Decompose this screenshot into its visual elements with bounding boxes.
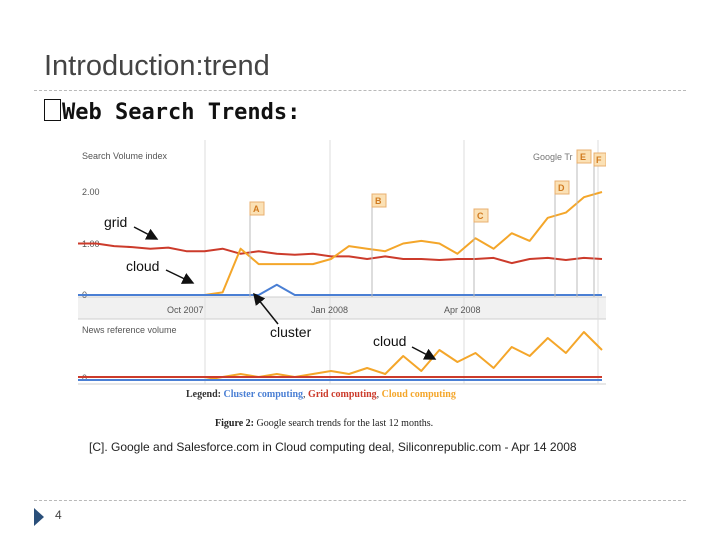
footer-divider [34, 500, 686, 501]
series-layer [78, 191, 603, 381]
figure-caption: Figure 2: Google search trends for the l… [215, 418, 433, 429]
marker-b: B [371, 193, 387, 297]
legend-cluster: Cluster computing [224, 389, 304, 400]
figure-caption-text: Google search trends for the last 12 mon… [254, 418, 433, 429]
slide-title: Introduction:trend [44, 50, 270, 82]
legend-sep-2: , [377, 389, 382, 400]
marker-a-label: A [253, 204, 260, 214]
marker-a: A [249, 201, 265, 297]
citation-text: [C]. Google and Salesforce.com in Cloud … [89, 440, 577, 454]
marker-d: D [554, 180, 570, 297]
title-divider [34, 90, 686, 91]
figure-caption-label: Figure 2: [215, 418, 254, 429]
marker-e-box [576, 149, 592, 164]
x-tick-oct-2007: Oct 2007 [167, 305, 204, 315]
y-tick-label-2: 2.00 [82, 187, 100, 197]
marker-e-label: E [580, 152, 586, 162]
legend-sep-1: , [303, 389, 308, 400]
marker-d-box [554, 180, 570, 195]
marker-f: F [593, 152, 606, 297]
figure-legend: Legend: Cluster computing, Grid computin… [186, 389, 456, 400]
bullet-box-icon [44, 99, 61, 121]
page-number: 4 [55, 508, 62, 522]
legend-grid: Grid computing [308, 389, 377, 400]
bullet-row: Web Search Trends: [44, 98, 300, 126]
marker-a-box [249, 201, 265, 216]
marker-d-label: D [558, 183, 565, 193]
marker-b-label: B [375, 196, 382, 206]
annotation-cloud-bottom: cloud [373, 333, 406, 349]
panel-label-bottom: News reference volume [82, 325, 177, 335]
arrow-cluster [253, 292, 279, 325]
marker-c-box [473, 208, 489, 223]
marker-b-box [371, 193, 387, 208]
marker-f-label: F [596, 155, 602, 165]
panel-label-top: Search Volume index [82, 151, 168, 161]
google-trends-corner-label: Google Tr [533, 152, 573, 162]
figure-background [78, 140, 606, 430]
footer-arrow-icon [34, 508, 44, 526]
arrow-cloud-bottom [411, 346, 437, 360]
annotation-grid: grid [104, 214, 127, 230]
marker-e: E [576, 149, 592, 297]
legend-prefix: Legend: [186, 389, 224, 400]
search-volume-cluster-line [78, 283, 602, 296]
marker-c-label: C [477, 211, 484, 221]
bullet-heading: Web Search Trends: [62, 100, 301, 125]
search-volume-grid-line [78, 242, 603, 265]
annotation-cluster: cluster [270, 324, 312, 340]
arrow-cloud-top [165, 269, 195, 284]
marker-c: C [473, 208, 489, 297]
search-trends-figure: Search Volume index News reference volum… [78, 140, 606, 430]
arrow-grid [133, 226, 159, 240]
x-tick-jan-2008: Jan 2008 [311, 305, 348, 315]
marker-f-box [593, 152, 606, 167]
annotation-cloud-top: cloud [126, 258, 159, 274]
date-axis-band [78, 297, 606, 319]
x-tick-apr-2008: Apr 2008 [444, 305, 481, 315]
legend-cloud: Cloud computing [382, 389, 456, 400]
